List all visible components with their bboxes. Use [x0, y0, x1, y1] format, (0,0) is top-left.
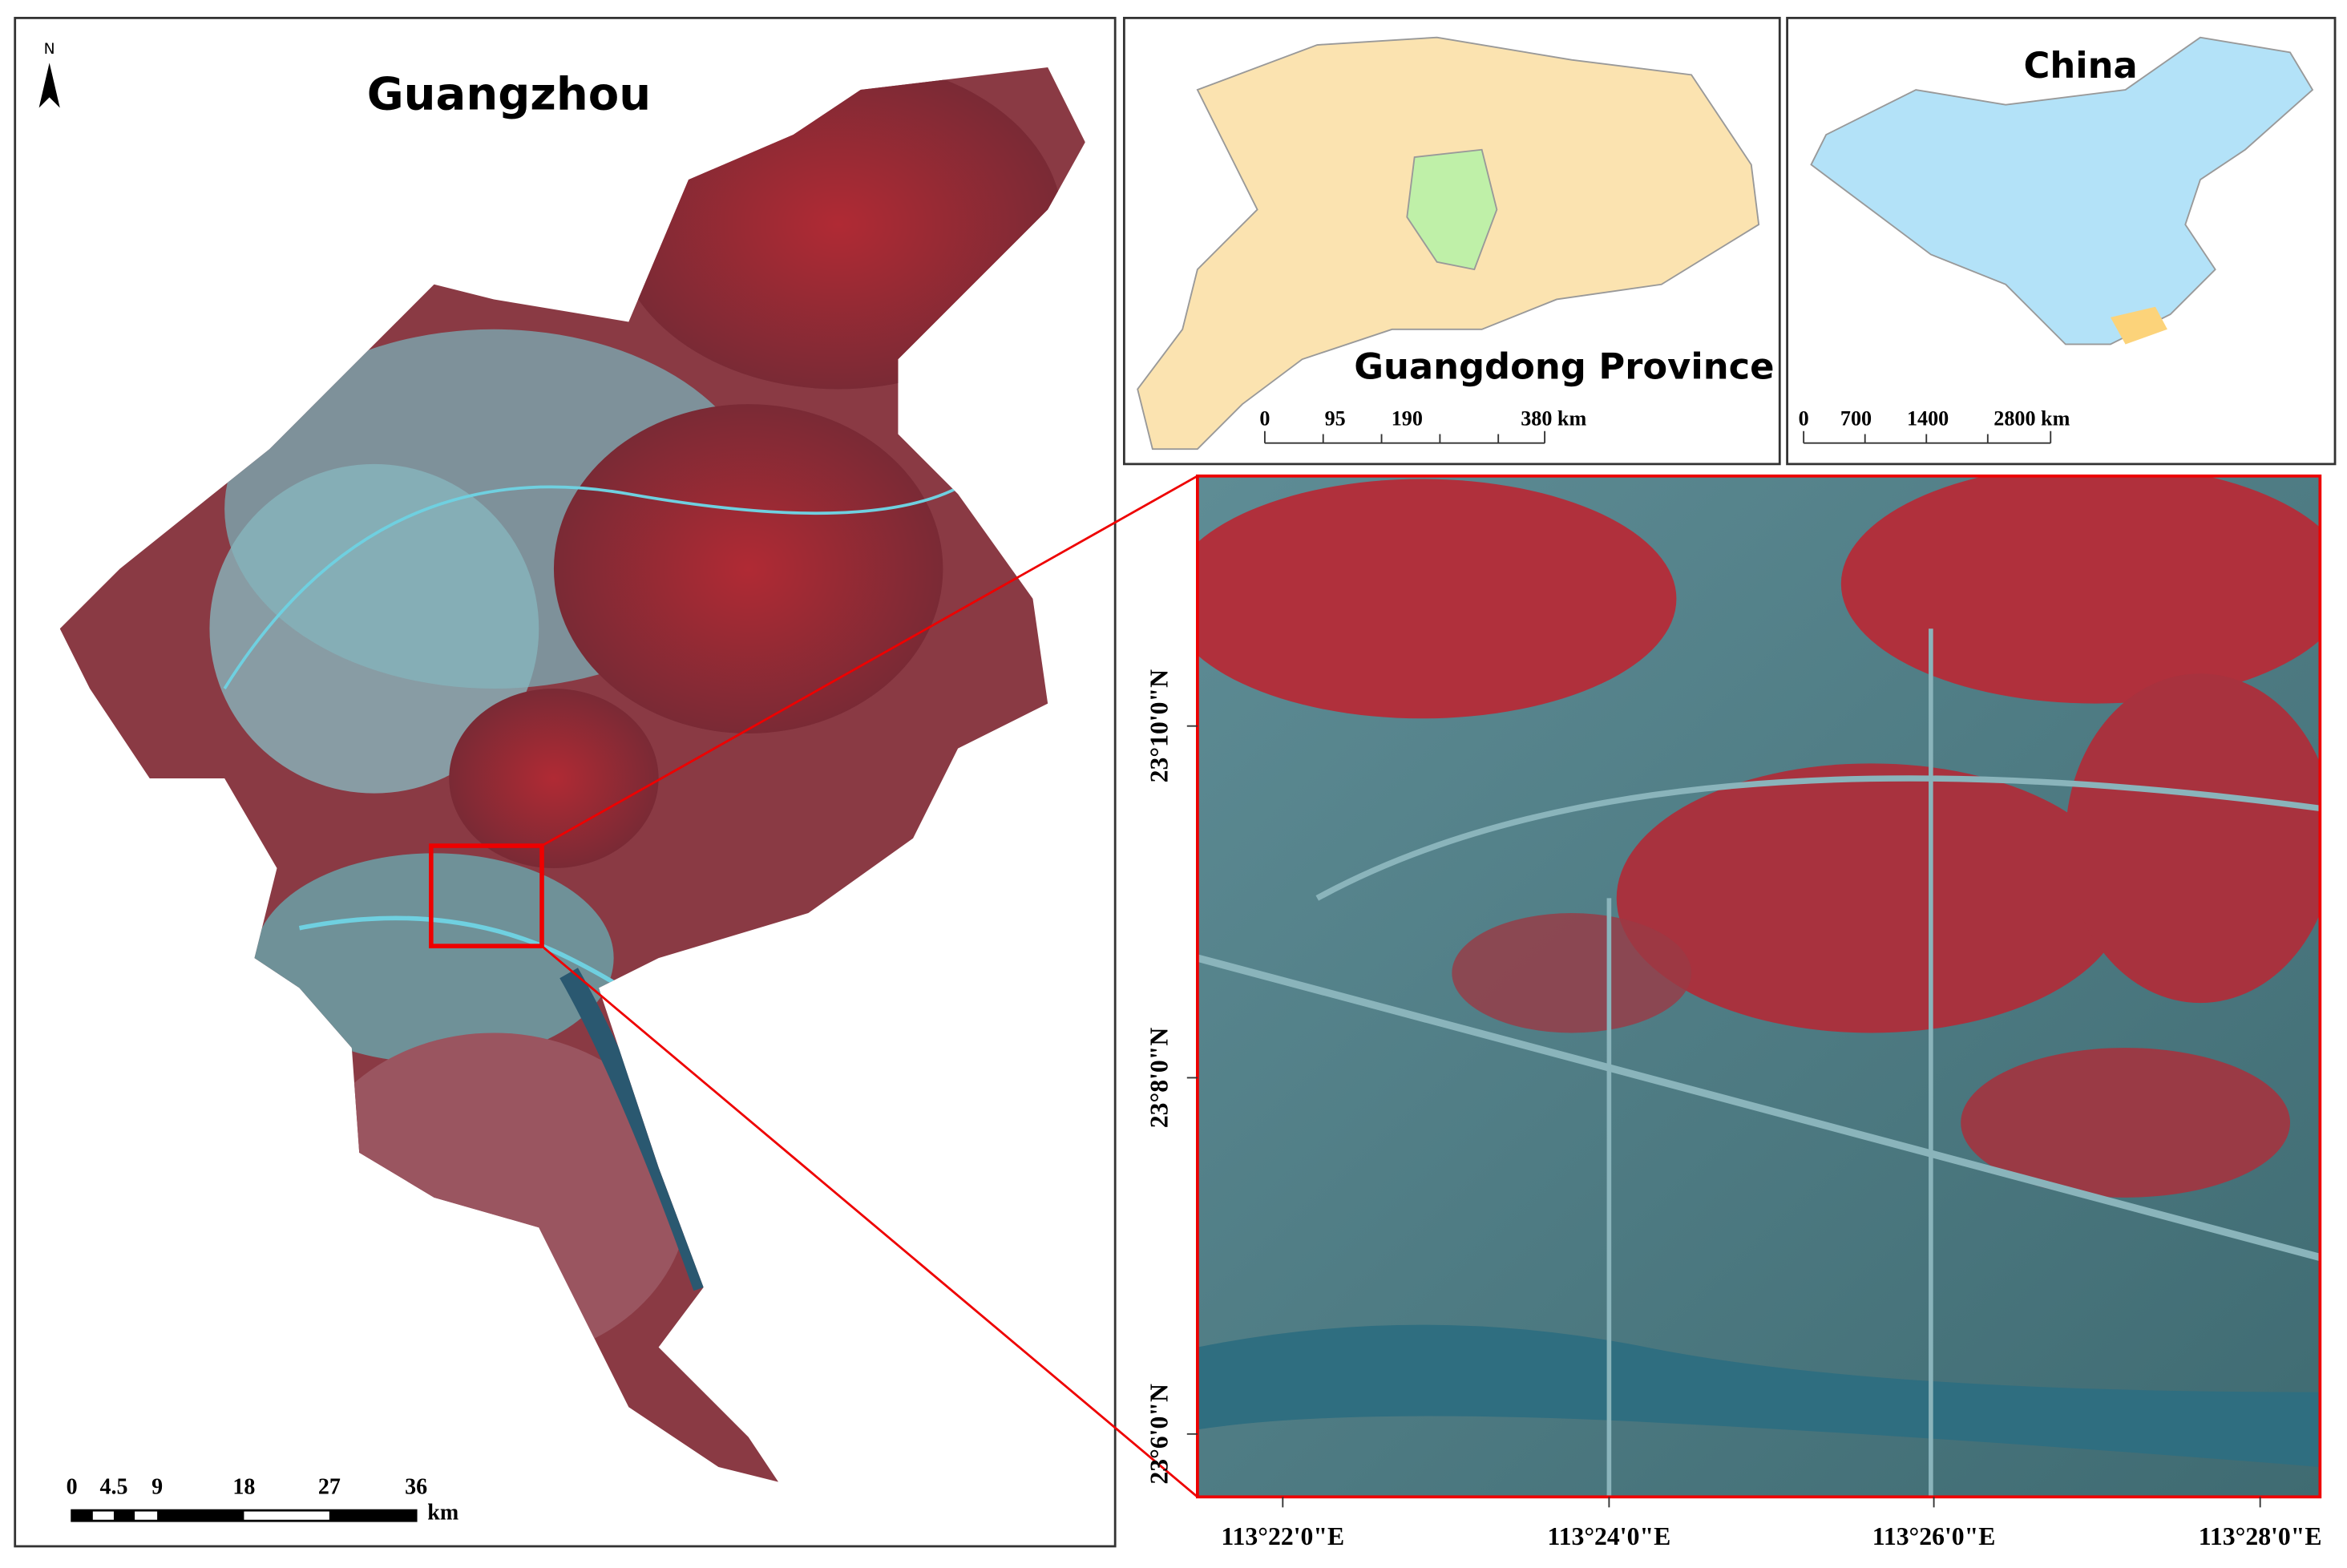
lon-label: 113°26'0"E	[1872, 1522, 1996, 1550]
scale-label: 36	[405, 1475, 427, 1500]
guangzhou-highlight	[1406, 148, 1498, 271]
scale-bar	[71, 1509, 418, 1522]
lon-label: 113°28'0"E	[2199, 1522, 2322, 1550]
scale-label: 1400	[1907, 406, 1949, 430]
map-title: Guangzhou	[367, 68, 651, 120]
scale-label: 2800 km	[1994, 406, 2070, 430]
lat-label: 23°6'0"N	[1145, 1384, 1174, 1485]
scale-label: 0	[1799, 406, 1809, 430]
scale-label: 18	[232, 1475, 255, 1500]
north-label: N	[44, 41, 55, 58]
selection-box	[429, 843, 544, 948]
north-arrow	[38, 63, 60, 108]
scale-bar	[1803, 430, 2052, 444]
scale-label: 380 km	[1521, 406, 1586, 430]
zoom-line	[541, 945, 1198, 1498]
country-title: China	[2023, 44, 2137, 87]
graticule-ticks	[1186, 725, 2261, 1508]
china-shape	[1810, 36, 2314, 346]
scale-label: 190	[1392, 406, 1423, 430]
zoom-line	[541, 475, 1198, 847]
lat-label: 23°8'0"N	[1145, 1028, 1174, 1129]
scale-label: 0	[67, 1475, 78, 1500]
inset-frame	[1196, 474, 2322, 1499]
scale-bar	[1263, 430, 1546, 444]
scale-label: 27	[318, 1475, 341, 1500]
scale-label: 700	[1840, 406, 1872, 430]
scale-label: 9	[151, 1475, 163, 1500]
scale-label: 0	[1259, 406, 1270, 430]
lat-label: 23°10'0"N	[1145, 669, 1174, 782]
province-title: Guangdong Province	[1354, 345, 1774, 387]
inset-image	[1197, 475, 2321, 1497]
lon-label: 113°22'0"E	[1221, 1522, 1344, 1550]
scale-label: 4.5	[99, 1475, 127, 1500]
scale-label: 95	[1325, 406, 1346, 430]
lon-label: 113°24'0"E	[1548, 1522, 1671, 1550]
scale-unit: km	[427, 1500, 458, 1525]
guangdong-highlight	[2110, 306, 2167, 345]
